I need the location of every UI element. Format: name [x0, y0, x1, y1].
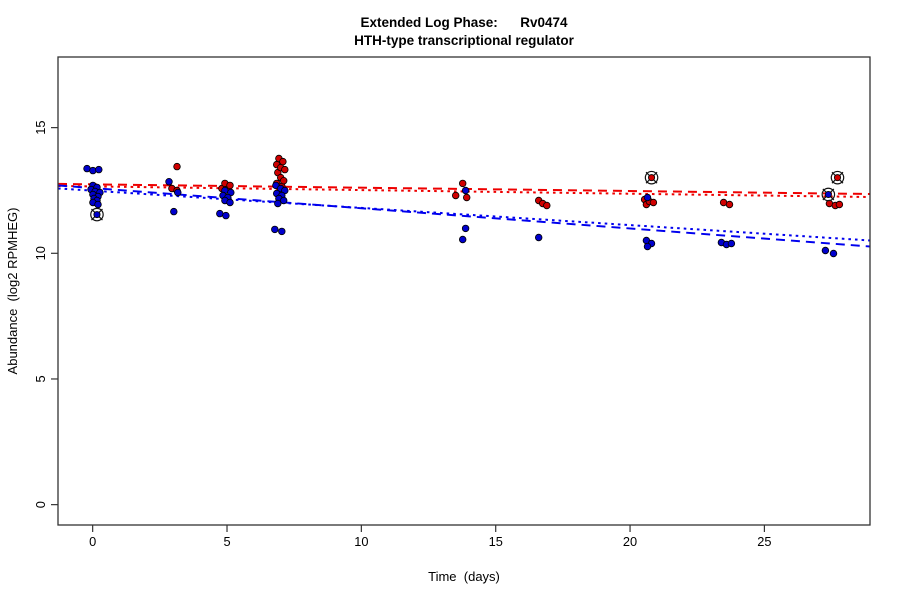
data-point-red-condition [649, 198, 658, 207]
axes-layer: 0 5 10 15 20 25 0 5 10 15 [33, 56, 871, 549]
data-point-red-condition [725, 200, 734, 209]
outlier-circle-icon [821, 187, 836, 202]
data-point-blue-condition [165, 177, 173, 186]
y-axis-tick-label: 15 [33, 121, 48, 135]
data-point-red-condition [835, 200, 844, 209]
x-axis-label: Time (days) [428, 569, 500, 584]
chart-title: Extended Log Phase: Rv0474 [360, 15, 568, 30]
data-point-blue-condition [535, 233, 543, 242]
data-point-red-condition [280, 176, 288, 185]
y-axis-tick-label: 0 [33, 501, 48, 508]
x-axis-tick-label: 15 [489, 534, 503, 549]
outlier-center-point [93, 211, 101, 219]
data-points-layer [83, 154, 844, 258]
data-point-red-condition [459, 179, 467, 188]
y-axis-tick-label: 10 [33, 246, 48, 260]
data-point-blue-condition [459, 235, 467, 244]
data-point-red-condition [173, 162, 181, 171]
data-point-blue-condition [821, 246, 830, 255]
x-axis-tick-label: 5 [223, 534, 230, 549]
data-point-blue-condition [174, 188, 182, 197]
data-point-blue-condition [226, 198, 234, 207]
data-point-blue-condition [216, 209, 224, 218]
y-axis-label: Abundance (log2 RPMHEG) [5, 208, 20, 375]
trend-line-blue-dashed-fit [57, 184, 871, 248]
data-point-blue-condition [643, 242, 652, 251]
outlier-circle-icon [644, 170, 659, 185]
data-point-blue-condition [461, 224, 470, 233]
x-axis-tick-label: 0 [89, 534, 96, 549]
data-point-blue-condition [280, 196, 288, 205]
data-point-red-condition [543, 201, 551, 210]
data-point-red-condition [226, 181, 234, 190]
x-axis-tick-label: 20 [623, 534, 637, 549]
outlier-mark [830, 170, 845, 185]
data-point-red-condition [452, 191, 460, 200]
data-point-blue-condition [643, 193, 652, 202]
x-axis-tick-label: 10 [354, 534, 368, 549]
data-point-blue-condition [94, 200, 102, 209]
data-point-blue-condition [95, 165, 103, 174]
data-point-blue-condition [170, 207, 178, 216]
data-point-blue-condition [89, 166, 97, 175]
y-axis-tick-label: 5 [33, 375, 48, 382]
outlier-mark [644, 170, 659, 185]
outlier-center-point [648, 174, 656, 182]
data-point-blue-condition [222, 211, 230, 220]
outlier-circle-icon [90, 207, 104, 222]
data-point-blue-condition [271, 225, 279, 234]
data-point-blue-condition [461, 186, 470, 195]
outlier-circle-icon [830, 170, 845, 185]
data-point-blue-condition [274, 199, 282, 208]
outlier-mark [90, 207, 104, 222]
data-point-blue-condition [727, 239, 736, 248]
chart-subtitle: HTH-type transcriptional regulator [354, 33, 575, 48]
outlier-center-point [833, 174, 841, 182]
data-point-blue-condition [829, 249, 838, 258]
data-point-blue-condition [278, 227, 286, 236]
data-point-red-condition [279, 157, 287, 166]
outlier-mark [821, 187, 836, 202]
data-point-red-condition [281, 165, 289, 174]
outlier-marks-layer [90, 170, 845, 222]
data-point-red-condition [463, 193, 471, 202]
plot-box-border [57, 56, 871, 526]
outlier-center-point [824, 190, 832, 198]
x-axis-tick-label: 25 [757, 534, 771, 549]
